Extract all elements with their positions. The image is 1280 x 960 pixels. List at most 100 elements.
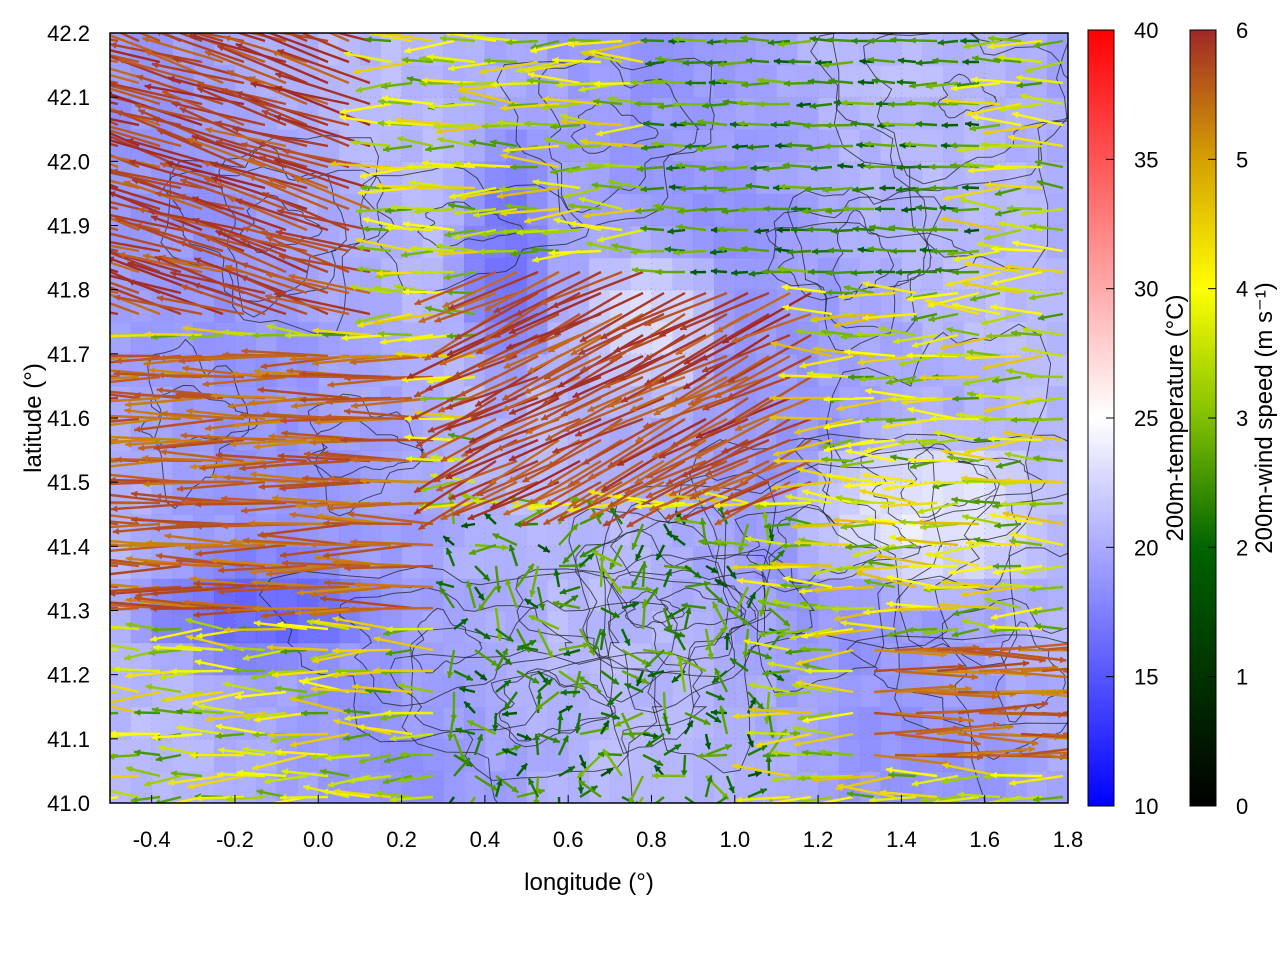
- wind-vector-head: [270, 736, 278, 744]
- wind-vector-head: [332, 559, 339, 566]
- wind-vector-head: [446, 332, 454, 340]
- temperature-cell: [401, 674, 423, 708]
- wind-vector-head: [855, 570, 863, 577]
- wind-vector: [134, 393, 224, 400]
- wind-vector-head: [492, 533, 500, 540]
- wind-vector-head: [399, 751, 407, 758]
- wind-vector: [900, 396, 959, 404]
- wind-vector-head: [851, 37, 858, 45]
- wind-vector-head: [896, 78, 904, 86]
- wind-vector-head: [180, 178, 188, 185]
- wind-vector-head: [973, 498, 980, 505]
- wind-vector-head: [997, 54, 1005, 62]
- wind-vector: [857, 354, 917, 365]
- temperature-cell: [963, 418, 986, 451]
- wind-vector: [289, 732, 350, 747]
- wind-vector-head: [242, 537, 250, 544]
- wind-vector: [110, 142, 119, 148]
- temperature-cell: [214, 321, 236, 355]
- wind-vector-head: [490, 659, 498, 666]
- wind-vector-head: [652, 451, 660, 458]
- wind-vector: [772, 599, 812, 610]
- temperature-cell: [1005, 289, 1027, 323]
- wind-vector: [115, 110, 203, 148]
- wind-vector-head: [362, 216, 370, 224]
- wind-vector: [1020, 207, 1064, 216]
- wind-vector-head: [257, 386, 265, 394]
- wind-vector: [413, 459, 497, 515]
- wind-vector-head: [260, 532, 268, 539]
- wind-vector-head: [289, 511, 296, 519]
- wind-vector-head: [841, 99, 848, 107]
- wind-vector-head: [685, 79, 692, 87]
- wind-vector-head: [413, 208, 421, 215]
- wind-vector-head: [61, 245, 68, 251]
- wind-vector-head: [402, 220, 410, 228]
- wind-vector-head: [343, 707, 351, 715]
- wind-vector-head: [414, 298, 422, 306]
- wind-vector-head: [992, 568, 1000, 576]
- temperature-cell: [943, 418, 965, 451]
- wind-vector-head: [984, 234, 991, 241]
- wind-vector-head: [656, 759, 664, 766]
- wind-vector: [195, 543, 287, 556]
- wind-vector-head: [171, 101, 179, 108]
- wind-vector-head: [778, 372, 785, 379]
- wind-vector-head: [919, 246, 927, 254]
- wind-vector-head: [635, 503, 642, 510]
- wind-vector-head: [976, 753, 984, 761]
- wind-vector-head: [636, 678, 643, 686]
- wind-vector-head: [156, 33, 161, 37]
- wind-vector: [988, 625, 1043, 631]
- wind-vector: [192, 217, 287, 253]
- wind-vector: [643, 291, 728, 327]
- wind-vector: [527, 72, 581, 85]
- wind-vector: [476, 459, 560, 497]
- wind-vector-head: [418, 523, 426, 530]
- wind-vector-head: [541, 104, 549, 111]
- wind-vector-head: [100, 412, 106, 419]
- wind-vector-head: [578, 348, 586, 355]
- wind-vector-head: [524, 734, 532, 741]
- temperature-cell: [693, 65, 715, 98]
- wind-vector: [110, 375, 161, 384]
- temperature-cell: [318, 674, 340, 708]
- wind-vector-head: [624, 683, 632, 690]
- wind-vector-head: [862, 314, 869, 322]
- wind-vector: [279, 795, 329, 799]
- wind-vector: [957, 793, 1001, 799]
- temperature-cell: [526, 706, 548, 740]
- wind-vector: [321, 789, 371, 799]
- wind-vector: [211, 176, 308, 211]
- wind-vector-head: [947, 250, 954, 257]
- wind-vector: [932, 543, 980, 557]
- wind-vector-head: [523, 67, 531, 74]
- wind-vector-head: [916, 519, 923, 526]
- temperature-cell: [568, 578, 590, 612]
- wind-vector-head: [645, 585, 652, 593]
- wind-vector-head: [762, 511, 769, 519]
- wind-vector-head: [513, 744, 521, 752]
- temperature-cell: [359, 482, 382, 515]
- wind-vector: [602, 480, 686, 527]
- wind-vector: [110, 493, 182, 505]
- wind-vector-head: [187, 782, 194, 790]
- wind-vector-head: [414, 390, 422, 397]
- wind-vector-head: [175, 391, 183, 398]
- contour-line: [361, 164, 591, 295]
- wind-vector-head: [961, 475, 968, 482]
- wind-vector-head: [920, 796, 927, 803]
- temperature-cell: [963, 738, 986, 772]
- wind-vector: [248, 157, 329, 190]
- wind-vector-head: [428, 103, 435, 110]
- temperature-cell: [943, 97, 965, 130]
- wind-vector-head: [327, 504, 334, 512]
- temperature-cell: [443, 161, 465, 195]
- wind-vector-head: [242, 226, 250, 233]
- wind-vector-head: [767, 534, 775, 541]
- temperature-cell: [963, 385, 986, 419]
- wind-vector-head: [101, 333, 107, 340]
- temperature-cell: [651, 674, 673, 708]
- wind-vector: [453, 207, 497, 215]
- wind-vector: [280, 417, 371, 423]
